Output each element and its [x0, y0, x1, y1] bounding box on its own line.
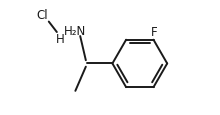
Text: H: H [56, 33, 64, 46]
Text: Cl: Cl [37, 9, 48, 22]
Text: H₂N: H₂N [64, 25, 86, 38]
Text: F: F [151, 26, 158, 39]
